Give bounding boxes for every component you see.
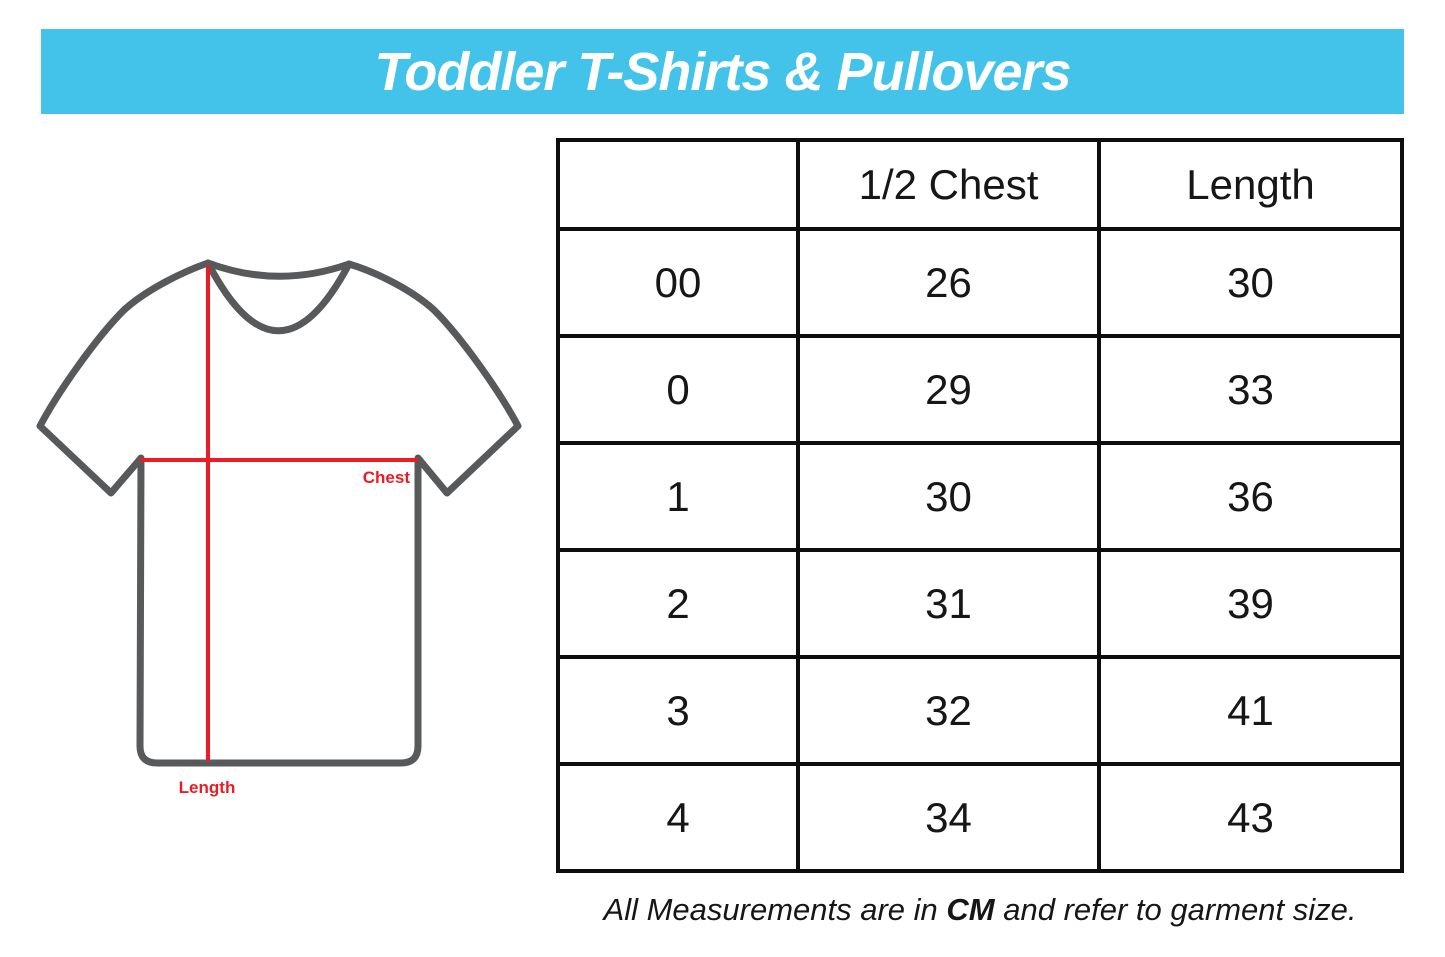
half-chest-cell: 26 — [800, 231, 1097, 334]
length-cell: 39 — [1101, 552, 1400, 655]
table-header-half-chest: 1/2 Chest — [800, 142, 1097, 227]
page-title: Toddler T-Shirts & Pullovers — [374, 41, 1071, 102]
size-cell: 3 — [560, 659, 796, 762]
title-banner: Toddler T-Shirts & Pullovers — [41, 29, 1404, 114]
length-label: Length — [179, 778, 236, 797]
length-cell: 33 — [1101, 338, 1400, 441]
note-unit: CM — [946, 892, 995, 927]
tshirt-diagram: Chest Length — [36, 259, 522, 797]
table-header-length: Length — [1101, 142, 1400, 227]
size-table: 1/2 Chest Length 00 26 30 0 29 33 1 30 3… — [556, 138, 1404, 873]
half-chest-cell: 31 — [800, 552, 1097, 655]
chest-label: Chest — [363, 468, 411, 487]
tshirt-outline — [36, 259, 522, 767]
half-chest-cell: 34 — [800, 766, 1097, 869]
tshirt-collar — [204, 259, 353, 280]
size-cell: 2 — [560, 552, 796, 655]
size-cell: 1 — [560, 445, 796, 548]
length-cell: 36 — [1101, 445, 1400, 548]
length-cell: 30 — [1101, 231, 1400, 334]
length-cell: 41 — [1101, 659, 1400, 762]
size-cell: 4 — [560, 766, 796, 869]
measurement-note: All Measurements are in CM and refer to … — [556, 892, 1404, 928]
length-cell: 43 — [1101, 766, 1400, 869]
size-cell: 00 — [560, 231, 796, 334]
note-prefix: All Measurements are in — [603, 892, 947, 927]
table-header-size — [560, 142, 796, 227]
half-chest-cell: 32 — [800, 659, 1097, 762]
half-chest-cell: 29 — [800, 338, 1097, 441]
size-cell: 0 — [560, 338, 796, 441]
half-chest-cell: 30 — [800, 445, 1097, 548]
note-suffix: and refer to garment size. — [994, 892, 1357, 927]
